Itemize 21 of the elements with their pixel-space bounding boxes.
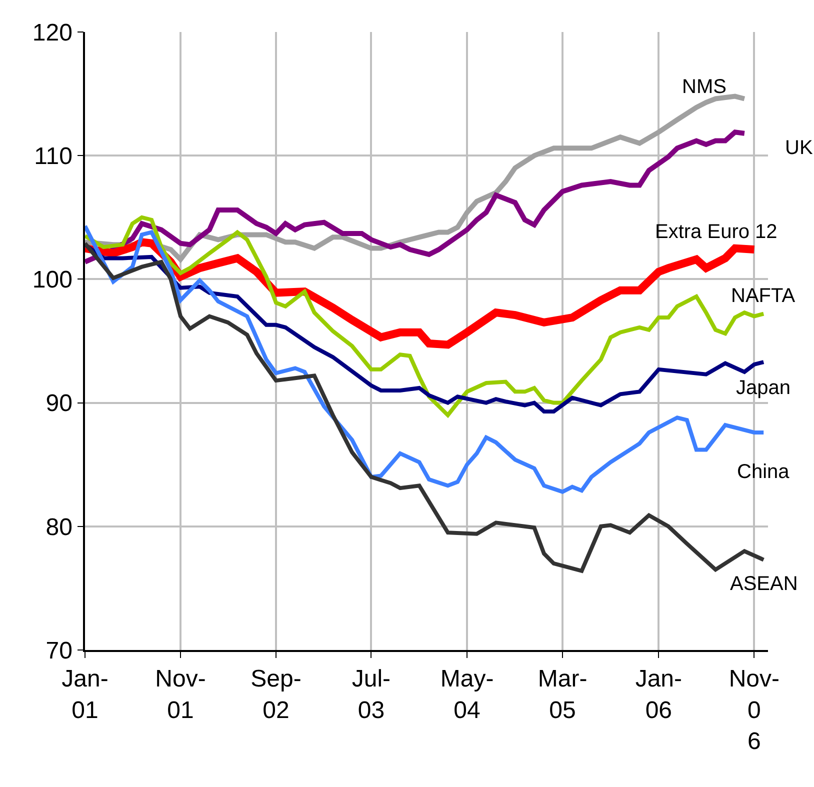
x-tick-label: May- 04 xyxy=(440,666,494,724)
series-label: China xyxy=(737,461,790,483)
x-tick-label: Mar- 05 xyxy=(538,666,588,724)
series-label: NAFTA xyxy=(731,285,796,307)
x-tick-label: Jan- 06 xyxy=(635,666,682,724)
y-tick-label: 100 xyxy=(32,266,72,294)
y-tick-label: 110 xyxy=(34,143,72,170)
x-tick-label: Jul- 03 xyxy=(352,666,391,724)
text: UK xyxy=(785,137,814,159)
series-label: Extra Euro 12 xyxy=(655,221,778,243)
series-label: Japan xyxy=(736,377,790,399)
y-tick-label: 120 xyxy=(32,19,72,46)
x-tick-label: Sep- 02 xyxy=(250,666,302,724)
x-tick-label: Nov- 0 6 xyxy=(728,666,780,755)
x-tick-label: Jan- 01 xyxy=(62,666,108,724)
y-tick-label: 90 xyxy=(46,390,72,418)
series-label: NMS xyxy=(682,76,726,98)
series-label: ASEAN xyxy=(730,573,798,595)
x-tick-label: Nov- 01 xyxy=(155,666,206,724)
y-tick-label: 70 xyxy=(46,637,72,664)
y-tick-label: 80 xyxy=(46,514,72,541)
